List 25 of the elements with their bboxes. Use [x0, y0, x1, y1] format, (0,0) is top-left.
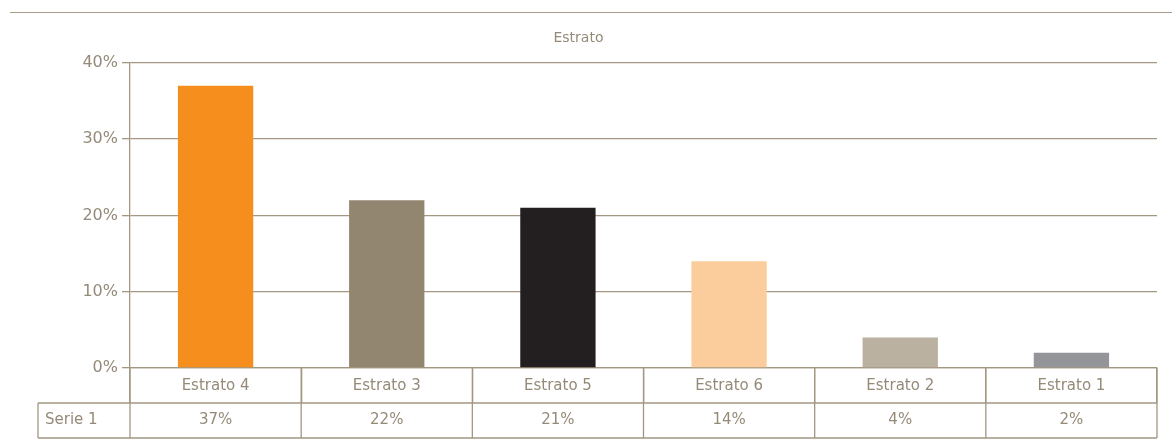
data-label: 14%: [712, 410, 746, 429]
x-tick-label: Estrato 4: [181, 375, 250, 394]
x-tick-label: Estrato 3: [352, 375, 421, 394]
y-tick-label: 20%: [82, 204, 118, 224]
y-tick-label: 40%: [82, 51, 118, 71]
bar: [177, 85, 254, 368]
x-tick-label: Estrato 5: [523, 375, 592, 394]
data-label: 21%: [541, 410, 575, 429]
y-tick-label: 30%: [82, 128, 118, 148]
y-tick-label: 0%: [92, 357, 118, 377]
bar: [862, 337, 938, 368]
bar: [1033, 352, 1110, 368]
x-tick-label: Estrato 2: [866, 375, 935, 394]
data-label: 2%: [1059, 410, 1084, 429]
data-label: 22%: [370, 410, 404, 429]
x-tick-label: Estrato 6: [695, 375, 764, 394]
bar: [691, 261, 767, 368]
text: Serie 1: [45, 410, 98, 429]
bar: [349, 200, 425, 368]
bar: [520, 207, 596, 368]
x-tick-label: Estrato 1: [1037, 375, 1106, 394]
data-label: 4%: [888, 410, 913, 429]
data-label: 37%: [198, 410, 233, 429]
y-tick-label: 10%: [82, 280, 118, 300]
chart-title: Estrato: [553, 29, 604, 46]
